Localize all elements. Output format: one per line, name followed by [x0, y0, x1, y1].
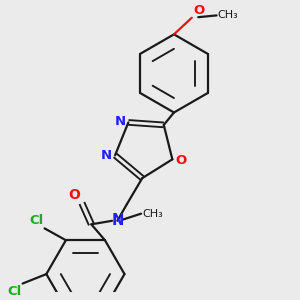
Text: N: N [114, 115, 125, 128]
Text: O: O [175, 154, 187, 167]
Text: N: N [101, 149, 112, 162]
Text: CH₃: CH₃ [218, 11, 238, 20]
Text: O: O [193, 4, 204, 16]
Text: CH₃: CH₃ [142, 209, 163, 219]
Text: Cl: Cl [7, 285, 22, 298]
Text: O: O [68, 188, 80, 202]
Text: N: N [111, 213, 124, 228]
Text: Cl: Cl [29, 214, 44, 227]
